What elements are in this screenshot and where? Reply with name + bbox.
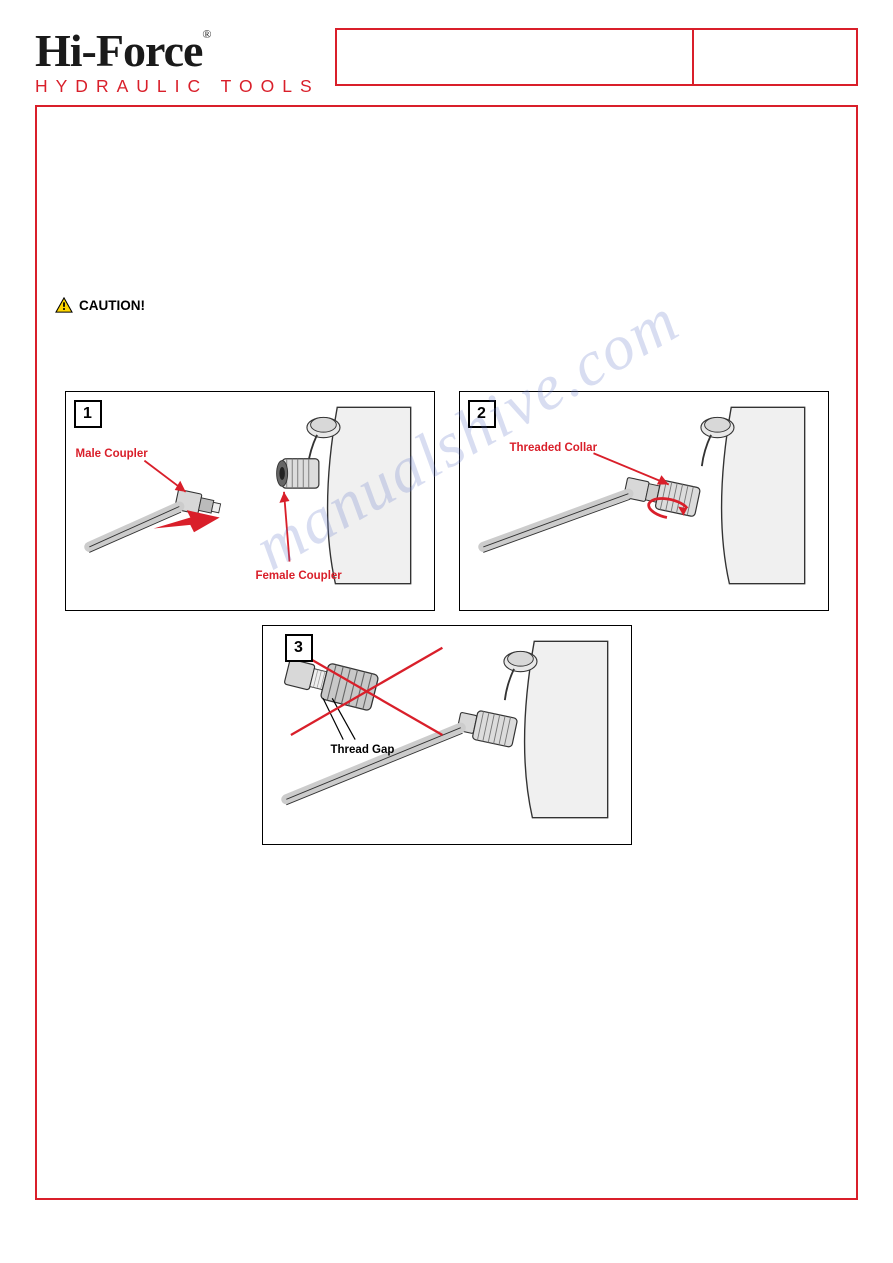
figure-3-number: 3	[285, 634, 313, 662]
header-row: Hi-Force® HYDRAULIC TOOLS	[35, 28, 858, 97]
logo-reg: ®	[202, 27, 210, 41]
body-text-1	[55, 157, 838, 213]
label-male-coupler: Male Coupler	[76, 448, 148, 460]
figure-2-svg	[468, 400, 820, 602]
figure-1: 1 Male Coupler Female Coupler	[65, 391, 435, 611]
figure-3-svg	[271, 634, 623, 836]
main-frame: manualshive.com CAUTION! 1 Male Coupler …	[35, 105, 858, 1200]
caution-icon	[55, 297, 73, 313]
figure-1-number: 1	[74, 400, 102, 428]
figure-2-number: 2	[468, 400, 496, 428]
logo-block: Hi-Force® HYDRAULIC TOOLS	[35, 28, 320, 97]
figure-3: 3 Thread Gap	[262, 625, 632, 845]
logo-text: Hi-Force	[35, 25, 202, 76]
header-boxes	[335, 28, 858, 86]
label-threaded-collar: Threaded Collar	[510, 442, 598, 454]
label-thread-gap: Thread Gap	[331, 744, 395, 756]
label-female-coupler: Female Coupler	[256, 570, 342, 582]
figure-2: 2 Threaded Collar	[459, 391, 829, 611]
header-box-left	[337, 30, 695, 84]
logo-main: Hi-Force®	[35, 28, 320, 74]
header-box-right	[694, 30, 856, 84]
body-text-2	[55, 223, 838, 279]
caution-label: CAUTION!	[79, 298, 145, 313]
figure-row-1: 1 Male Coupler Female Coupler	[55, 391, 838, 611]
caution-body	[55, 327, 838, 377]
logo-sub: HYDRAULIC TOOLS	[35, 76, 320, 97]
figure-1-svg	[74, 400, 426, 602]
caution-row: CAUTION!	[55, 297, 838, 313]
